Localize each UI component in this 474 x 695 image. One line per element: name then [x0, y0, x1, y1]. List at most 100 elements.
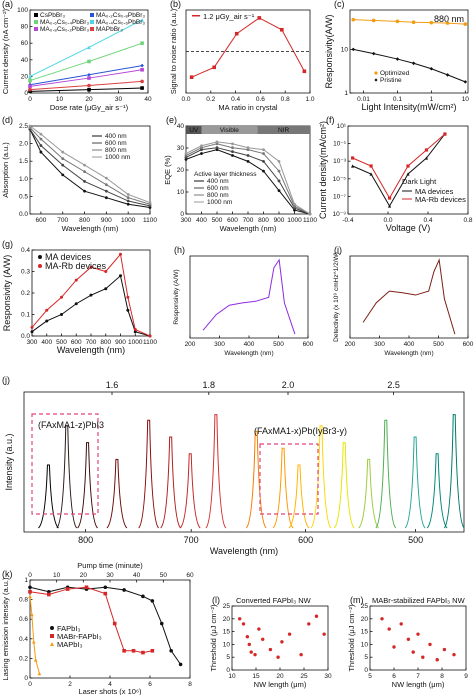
y-axis-label: Absorption (a.u.) — [1, 142, 10, 198]
legend-swatch — [34, 20, 38, 24]
data-point — [406, 164, 410, 168]
emission-peak — [77, 442, 98, 529]
data-point — [83, 180, 86, 183]
data-point — [231, 142, 234, 146]
data-point — [28, 124, 32, 128]
data-point — [140, 41, 144, 45]
data-point — [200, 148, 203, 152]
data-point — [61, 163, 65, 167]
x-tick-label: 800 — [100, 339, 111, 346]
data-point — [443, 132, 447, 136]
data-point — [28, 78, 32, 83]
legend-marker — [50, 626, 54, 630]
emission-peak — [138, 419, 160, 529]
emission-peak — [426, 453, 448, 529]
snr-point — [189, 75, 194, 79]
data-point — [74, 302, 78, 306]
y-tick-label: 60 — [21, 40, 29, 47]
y-tick-label: 0 — [24, 90, 28, 97]
y-axis-label: Threshold (μJ cm⁻²) — [347, 604, 356, 672]
x-tick-label: 10 — [228, 673, 236, 680]
panel-letter: (d) — [2, 115, 13, 125]
x-tick-label: 4 — [108, 681, 112, 688]
x-tick-label: 0.0 — [383, 217, 392, 224]
data-point — [28, 594, 32, 599]
plot-frame — [349, 255, 469, 339]
x-tick-label: 1100 — [303, 217, 317, 224]
series-line — [29, 586, 153, 654]
data-point — [30, 612, 34, 617]
data-point — [104, 183, 108, 187]
data-point — [122, 588, 126, 592]
y-tick-label: 1 — [24, 577, 28, 584]
data-point — [406, 172, 410, 176]
legend-entry: MAPbI₃ — [57, 640, 83, 649]
panel-b: 0.0 0.2 0.4 0.6 0.8 1.0 MA ratio in crystal Sig… — [169, 0, 315, 112]
x-tick-label: 1000 — [128, 339, 143, 346]
data-point — [215, 148, 219, 152]
data-point — [395, 19, 400, 24]
y-tick-label: 0.2 — [21, 290, 30, 297]
emission-peak — [404, 436, 426, 529]
data-point — [380, 617, 384, 621]
data-point — [392, 645, 396, 649]
y-tick-label: 2.0 — [19, 141, 28, 148]
y-tick-label: 25 — [223, 603, 231, 610]
data-point — [104, 189, 108, 193]
x-tick-label: 15 — [252, 673, 260, 680]
y-tick-label: 10 — [341, 46, 349, 53]
y-tick-label: 2.5 — [19, 123, 28, 130]
y-tick-label: 0.1 — [21, 312, 30, 319]
data-point — [28, 589, 32, 594]
data-point — [231, 150, 234, 154]
emission-peak — [160, 436, 182, 529]
snr-line — [191, 17, 305, 78]
legend-title: Active layer thickness — [194, 171, 257, 178]
data-point — [215, 142, 219, 146]
top-tick-label: 60 — [186, 572, 194, 579]
x-tick-label: 500 — [56, 339, 67, 346]
data-point — [246, 148, 250, 152]
y-tick-label: 10⁻¹ — [333, 141, 347, 148]
x-tick-label: 600 — [298, 535, 313, 545]
x-tick-label: 900 — [115, 339, 126, 346]
data-point — [262, 148, 265, 152]
legend-entry: Optimized — [380, 70, 410, 77]
data-point — [87, 59, 91, 64]
y-tick-label: 10⁻⁵ — [333, 176, 347, 183]
x-tick-label: 6 — [392, 673, 396, 680]
y-tick-label: 0.3 — [21, 269, 30, 276]
data-point — [89, 265, 93, 269]
x-tick-label: 400 — [196, 217, 207, 224]
x-axis-label: NW length (μm) — [254, 680, 307, 689]
data-point — [126, 202, 130, 206]
emission-peak — [310, 425, 332, 529]
legend-entry: Pristine — [380, 77, 402, 84]
panel-a: 0 10 20 30 40 0 20 40 60 80 100 Dose rate (μGy_air … — [1, 0, 152, 112]
panel-f: -0.4 0.0 0.4 0.8 10⁻⁹ 10⁻⁷ 10⁻⁵ 10⁻³ 10⁻¹ 10¹ Volt… — [318, 115, 473, 233]
x-tick-label: 40 — [144, 96, 152, 103]
data-point — [119, 274, 122, 278]
plot-frame — [29, 125, 151, 215]
series-line — [185, 147, 311, 215]
data-point — [241, 622, 246, 626]
data-point — [103, 585, 108, 590]
x-tick-label: 700 — [86, 339, 97, 346]
y-axis-label: Intensity (a.u.) — [4, 433, 14, 490]
snr-point — [280, 27, 284, 32]
panel-letter: (k) — [2, 569, 13, 579]
panel-letter: (e) — [166, 115, 177, 125]
y-tick-label: 1.0 — [19, 176, 28, 183]
x-tick-label: 600 — [35, 217, 46, 224]
y-tick-label: 0.4 — [19, 636, 28, 643]
data-point — [104, 176, 108, 180]
legend-entry: 1000 nm — [105, 154, 130, 161]
legend-entry: MA₀.₈Cs₀.₂PbBr₃ — [40, 26, 89, 33]
x-tick-label: 20 — [276, 673, 284, 680]
x-tick-label: 300 — [181, 217, 192, 224]
x-tick-label: 300 — [27, 339, 38, 346]
legend-marker — [374, 78, 378, 82]
x-tick-label: 30 — [324, 673, 332, 680]
y-tick-label: 20 — [21, 73, 29, 80]
panel-letter: (f) — [326, 115, 335, 125]
